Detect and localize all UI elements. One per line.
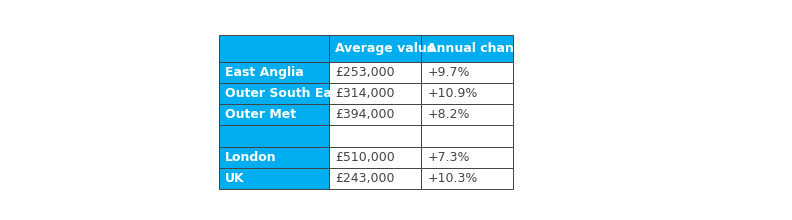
Bar	[219, 35, 329, 62]
Bar	[329, 104, 421, 125]
Text: +9.7%: +9.7%	[428, 66, 470, 79]
Bar	[219, 168, 329, 189]
Bar	[329, 168, 421, 189]
Bar	[219, 62, 329, 83]
Text: +10.3%: +10.3%	[428, 172, 478, 185]
Text: +7.3%: +7.3%	[428, 151, 470, 164]
Bar	[421, 147, 513, 168]
Bar	[329, 83, 421, 104]
Text: +8.2%: +8.2%	[428, 108, 470, 121]
Bar	[219, 147, 329, 168]
Text: Annual change: Annual change	[428, 42, 531, 55]
Text: UK: UK	[225, 172, 245, 185]
Text: £394,000: £394,000	[335, 108, 395, 121]
Text: £253,000: £253,000	[335, 66, 395, 79]
Bar	[421, 35, 513, 62]
Bar	[421, 125, 513, 147]
Bar	[329, 35, 421, 62]
Text: Outer Met: Outer Met	[225, 108, 296, 121]
Text: £510,000: £510,000	[335, 151, 395, 164]
Bar	[421, 168, 513, 189]
Bar	[219, 125, 329, 147]
Bar	[329, 147, 421, 168]
Bar	[219, 83, 329, 104]
Text: East Anglia: East Anglia	[225, 66, 303, 79]
Text: Outer South East: Outer South East	[225, 87, 345, 100]
Text: £314,000: £314,000	[335, 87, 395, 100]
Text: £243,000: £243,000	[335, 172, 395, 185]
Text: Average value: Average value	[335, 42, 436, 55]
Bar	[329, 62, 421, 83]
Bar	[329, 125, 421, 147]
Bar	[421, 83, 513, 104]
Bar	[421, 62, 513, 83]
Text: London: London	[225, 151, 276, 164]
Bar	[421, 104, 513, 125]
Bar	[219, 104, 329, 125]
Text: +10.9%: +10.9%	[428, 87, 478, 100]
